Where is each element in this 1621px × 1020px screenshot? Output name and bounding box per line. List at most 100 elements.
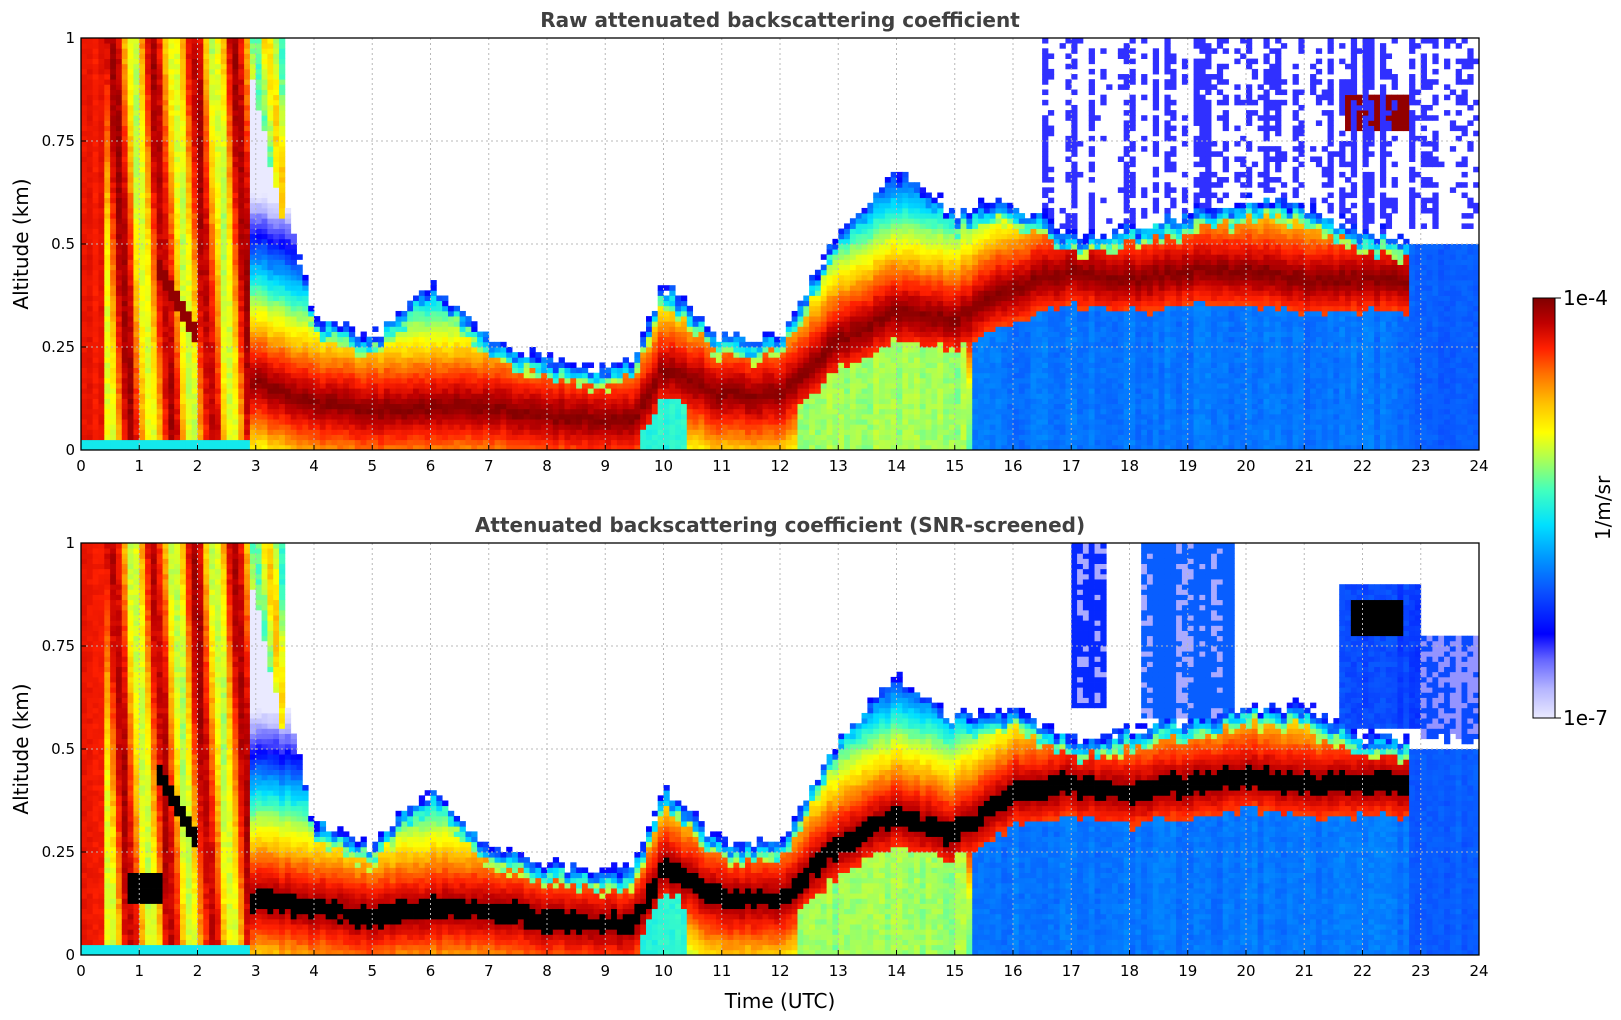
heatmap-cell <box>238 362 245 368</box>
heatmap-cell <box>255 233 262 240</box>
heatmap-cell <box>785 362 793 368</box>
heatmap-cell <box>174 280 181 286</box>
heatmap-cell <box>133 53 140 59</box>
heatmap-cell <box>150 202 158 209</box>
heatmap-cell <box>721 439 728 446</box>
heatmap-cell <box>133 197 140 204</box>
heatmap-cell <box>127 125 134 132</box>
heatmap-cell <box>220 249 228 255</box>
heatmap-cell <box>185 341 193 348</box>
heatmap-cell <box>669 362 676 368</box>
heatmap-cell <box>447 321 455 327</box>
heatmap-cell <box>121 249 129 255</box>
heatmap-cell <box>133 207 140 214</box>
heatmap-cell <box>482 429 490 435</box>
heatmap-cell <box>81 280 88 286</box>
heatmap-cell <box>115 439 123 446</box>
heatmap-cell <box>86 38 94 44</box>
heatmap-cell <box>214 310 222 317</box>
heatmap-cell <box>162 424 169 430</box>
heatmap-cell <box>220 285 228 291</box>
heatmap-cell <box>296 274 303 281</box>
heatmap-cell <box>663 295 670 302</box>
heatmap-cell <box>692 413 699 420</box>
heatmap-cell <box>413 424 420 430</box>
heatmap-cell <box>180 444 187 450</box>
heatmap-cell <box>238 207 245 214</box>
heatmap-cell <box>162 244 169 250</box>
heatmap-cell <box>302 336 309 343</box>
heatmap-cell <box>180 310 187 317</box>
heatmap-cell <box>273 357 280 363</box>
heatmap-cell <box>238 43 245 49</box>
heatmap-cell <box>284 310 292 317</box>
heatmap-cell <box>646 362 653 368</box>
heatmap-cell <box>244 238 251 245</box>
heatmap-cell <box>750 377 758 384</box>
heatmap-cell <box>267 192 274 199</box>
heatmap-cell <box>424 419 431 425</box>
heatmap-cell <box>110 347 117 353</box>
heatmap-cell <box>156 177 163 183</box>
heatmap-cell <box>121 58 129 65</box>
heatmap-cell <box>98 403 105 410</box>
heatmap-cell <box>174 367 181 374</box>
heatmap-cell <box>203 290 210 296</box>
heatmap-cell <box>214 321 222 327</box>
heatmap-cell <box>273 115 280 121</box>
heatmap-cell <box>133 202 140 209</box>
heatmap-cell <box>535 352 542 358</box>
heatmap-cell <box>261 393 268 399</box>
heatmap-cell <box>249 197 257 204</box>
heatmap-cell <box>174 326 181 332</box>
heatmap-cell <box>267 156 274 162</box>
heatmap-cell <box>150 130 158 137</box>
heatmap-cell <box>127 372 134 379</box>
heatmap-cell <box>203 269 210 276</box>
heatmap-cell <box>244 274 251 281</box>
heatmap-cell <box>86 321 94 327</box>
heatmap-cell <box>791 347 798 353</box>
heatmap-cell <box>156 38 163 44</box>
heatmap-cell <box>104 264 111 271</box>
heatmap-cell <box>768 336 775 343</box>
heatmap-cell <box>267 141 274 147</box>
heatmap-cell <box>150 238 158 245</box>
heatmap-cell <box>407 352 414 358</box>
heatmap-cell <box>308 408 315 415</box>
heatmap-cell <box>162 38 169 44</box>
heatmap-cell <box>209 58 216 65</box>
heatmap-cell <box>552 367 560 374</box>
heatmap-cell <box>570 439 577 446</box>
heatmap-cell <box>290 429 297 435</box>
heatmap-cell <box>780 367 787 374</box>
heatmap-cell <box>581 444 589 450</box>
heatmap-cell <box>249 264 257 271</box>
heatmap-cell <box>477 429 484 435</box>
heatmap-cell <box>261 408 268 415</box>
heatmap-cell <box>168 104 175 111</box>
heatmap-cell <box>284 377 292 384</box>
heatmap-cell <box>249 274 257 281</box>
heatmap-cell <box>634 439 641 446</box>
heatmap-cell <box>407 393 414 399</box>
heatmap-cell <box>226 383 233 389</box>
heatmap-cell <box>86 280 94 286</box>
heatmap-cell <box>745 439 752 446</box>
heatmap-cell <box>121 444 129 450</box>
heatmap-cell <box>226 115 233 121</box>
heatmap-cell <box>721 341 728 348</box>
heatmap-cell <box>640 352 647 358</box>
heatmap-cell <box>115 68 123 75</box>
heatmap-cell <box>284 305 292 312</box>
heatmap-cell <box>488 357 495 363</box>
heatmap-cell <box>249 372 257 379</box>
heatmap-cell <box>81 43 88 49</box>
heatmap-cell <box>81 429 88 435</box>
heatmap-cell <box>715 383 723 389</box>
heatmap-cell <box>791 331 798 338</box>
heatmap-cell <box>162 413 169 420</box>
heatmap-cell <box>325 352 332 358</box>
heatmap-cell <box>669 295 676 302</box>
heatmap-cell <box>331 408 338 415</box>
